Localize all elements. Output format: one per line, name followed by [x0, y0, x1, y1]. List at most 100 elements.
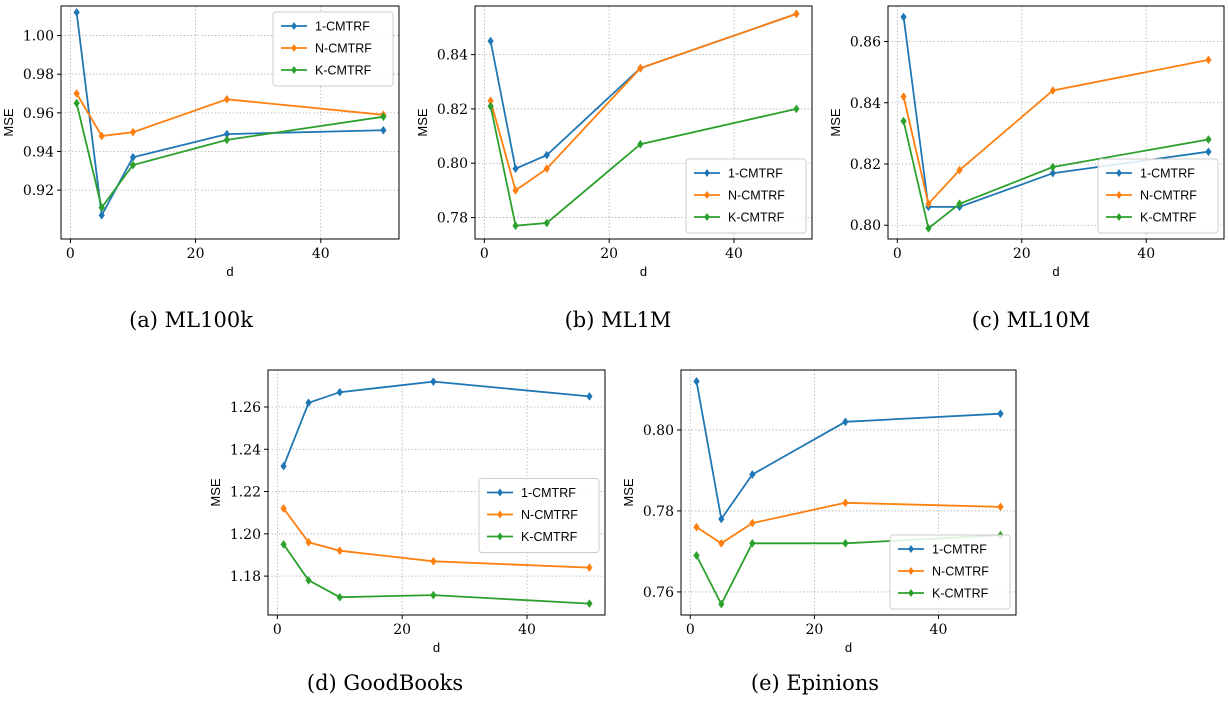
legend-marker [497, 532, 503, 541]
y-tick-label: 0.96 [23, 106, 54, 122]
legend-marker [291, 44, 297, 52]
plot-frame [60, 5, 400, 240]
x-tick-label: 20 [805, 622, 823, 638]
subfigure-caption: (a) ML100k [129, 308, 253, 332]
series-line-1-CMTRF [695, 381, 1001, 522]
data-point-K-CMTRF [129, 160, 137, 170]
data-point-N-CMTRF [997, 502, 1004, 512]
data-point-1-CMTRF [430, 377, 437, 387]
subplot-0: 0 20 40 0.92 0.94 0.96 0.98 1.00 d MSE 1-CMTRF N-CM… [1, 5, 400, 332]
legend-marker [908, 545, 914, 553]
data-point-1-CMTRF [718, 514, 725, 524]
legend-marker [291, 66, 297, 74]
data-point-N-CMTRF [925, 199, 932, 209]
data-point-K-CMTRF [693, 551, 700, 560]
y-tick-label: 0.84 [437, 48, 468, 64]
data-point-1-CMTRF [73, 7, 80, 17]
data-point-N-CMTRF [543, 164, 550, 174]
data-point-1-CMTRF [997, 409, 1004, 419]
subplot-3: 0 20 40 1.18 1.20 1.22 1.24 1.26 d MSE 1-CMTRF N-CM… [208, 369, 606, 695]
y-tick-label: 1.24 [230, 442, 261, 458]
legend-label: N-CMTRF [521, 508, 578, 522]
data-point-1-CMTRF [842, 417, 849, 427]
legend-box [889, 534, 1011, 610]
x-tick-label: 0 [66, 246, 75, 262]
data-point-K-CMTRF [430, 590, 437, 600]
legend-marker [704, 191, 710, 199]
data-point-N-CMTRF [793, 9, 800, 19]
x-tick-label: 20 [600, 246, 618, 262]
x-tick-label: 20 [187, 246, 205, 262]
data-point-K-CMTRF [98, 203, 105, 212]
data-point-N-CMTRF [336, 546, 343, 556]
data-point-N-CMTRF [749, 518, 756, 528]
legend-marker [704, 213, 710, 221]
legend-label: 1-CMTRF [728, 167, 783, 181]
data-point-K-CMTRF [487, 101, 494, 111]
series-line-K-CMTRF [75, 102, 384, 210]
data-point-K-CMTRF [305, 575, 312, 585]
data-point-N-CMTRF [637, 63, 644, 73]
data-point-N-CMTRF [512, 185, 519, 195]
legend-label: K-CMTRF [521, 530, 578, 544]
x-tick-label: 40 [1137, 246, 1155, 262]
legend-marker [291, 22, 297, 30]
data-point-N-CMTRF [956, 165, 963, 175]
data-point-1-CMTRF [749, 470, 756, 479]
data-point-1-CMTRF [543, 150, 550, 160]
data-point-K-CMTRF [1049, 162, 1057, 172]
data-point-K-CMTRF [73, 98, 80, 108]
legend: 1-CMTRF N-CMTRF K-CMTRF [685, 158, 807, 234]
legend-marker [497, 488, 503, 497]
y-tick-label: 0.80 [437, 156, 468, 172]
legend-label: 1-CMTRF [315, 20, 370, 34]
x-tick-label: 0 [273, 622, 282, 638]
subplot-1: 0 20 40 0.78 0.80 0.82 0.84 d MSE 1-CMTRF N-CMTRF K… [415, 5, 813, 332]
data-point-1-CMTRF [487, 36, 494, 46]
legend-marker [497, 510, 503, 519]
data-point-N-CMTRF [305, 537, 312, 547]
legend-label: K-CMTRF [932, 587, 989, 601]
x-tick-label: 40 [725, 246, 743, 262]
plot-frame [267, 369, 606, 616]
data-point-K-CMTRF [543, 218, 550, 228]
x-tick-label: 0 [686, 622, 695, 638]
data-point-N-CMTRF [586, 563, 593, 573]
x-axis-label: d [433, 640, 440, 655]
y-tick-label: 0.92 [23, 183, 54, 199]
data-point-1-CMTRF [98, 210, 105, 220]
data-point-K-CMTRF [336, 592, 343, 602]
legend-marker [1116, 191, 1122, 199]
legend-label: N-CMTRF [932, 565, 989, 579]
x-tick-label: 20 [1013, 246, 1031, 262]
y-tick-label: 0.80 [850, 218, 881, 234]
data-point-N-CMTRF [129, 127, 137, 137]
y-axis-label: MSE [415, 108, 430, 137]
plot-frame [474, 5, 813, 240]
x-tick-label: 40 [930, 622, 948, 638]
legend-marker [908, 567, 914, 575]
data-point-K-CMTRF [793, 104, 800, 114]
data-point-1-CMTRF [336, 387, 343, 397]
series-line-1-CMTRF [282, 380, 590, 467]
x-tick-label: 40 [518, 622, 536, 638]
legend: 1-CMTRF N-CMTRF K-CMTRF [889, 534, 1011, 610]
data-point-1-CMTRF [693, 376, 700, 386]
data-point-N-CMTRF [430, 556, 437, 566]
data-point-K-CMTRF [586, 599, 593, 609]
data-point-N-CMTRF [718, 538, 725, 548]
data-point-1-CMTRF [512, 164, 519, 174]
y-tick-label: 0.76 [643, 585, 674, 601]
x-tick-label: 40 [312, 246, 330, 262]
y-tick-label: 0.98 [23, 67, 54, 83]
data-point-K-CMTRF [900, 116, 907, 126]
legend-label: 1-CMTRF [521, 486, 576, 500]
data-point-K-CMTRF [842, 538, 849, 548]
data-point-N-CMTRF [98, 131, 105, 141]
data-point-1-CMTRF [586, 391, 593, 401]
legend-marker [1116, 169, 1122, 177]
data-point-N-CMTRF [842, 498, 849, 508]
legend-label: N-CMTRF [728, 189, 785, 203]
subplot-4: 0 20 40 0.76 0.78 0.80 d MSE 1-CMTRF N-CMTRF K-CMT… [621, 369, 1017, 695]
